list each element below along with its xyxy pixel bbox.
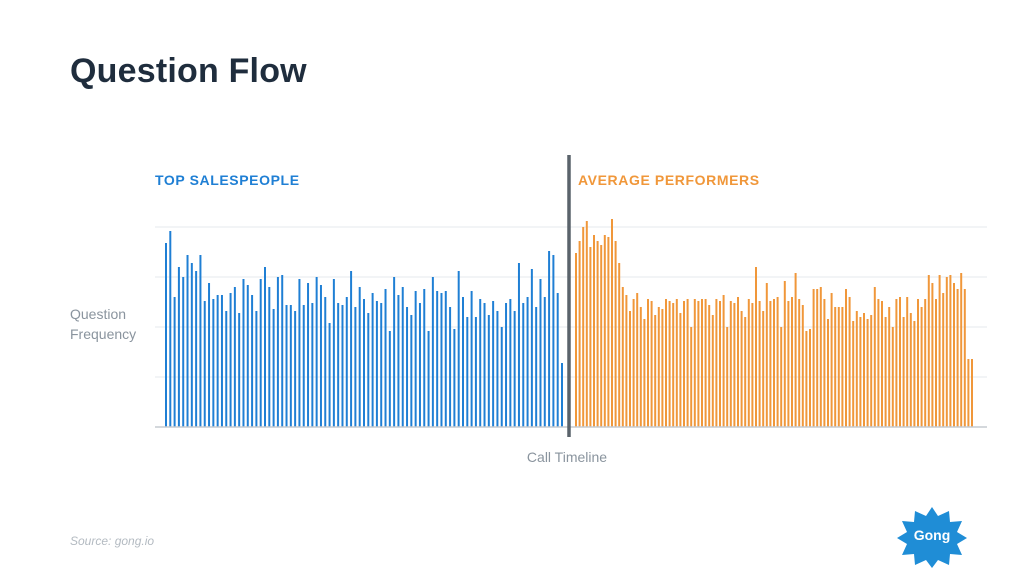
x-axis-label: Call Timeline: [527, 449, 607, 465]
logo-text: Gong: [913, 527, 951, 543]
source-note: Source: gong.io: [70, 534, 155, 548]
starburst-icon: [897, 507, 967, 568]
series-top-salespeople: [165, 231, 563, 427]
page-title: Question Flow: [70, 52, 307, 90]
gong-logo: Gong: [895, 505, 969, 569]
series-average-performers: [575, 219, 973, 427]
y-axis-label-line-2: Frequency: [70, 326, 136, 342]
legend-top-salespeople: TOP SALESPEOPLE: [155, 172, 300, 188]
y-axis-label-line-1: Question: [70, 306, 126, 322]
legend-average-performers: AVERAGE PERFORMERS: [578, 172, 760, 188]
gridlines: [155, 226, 987, 378]
